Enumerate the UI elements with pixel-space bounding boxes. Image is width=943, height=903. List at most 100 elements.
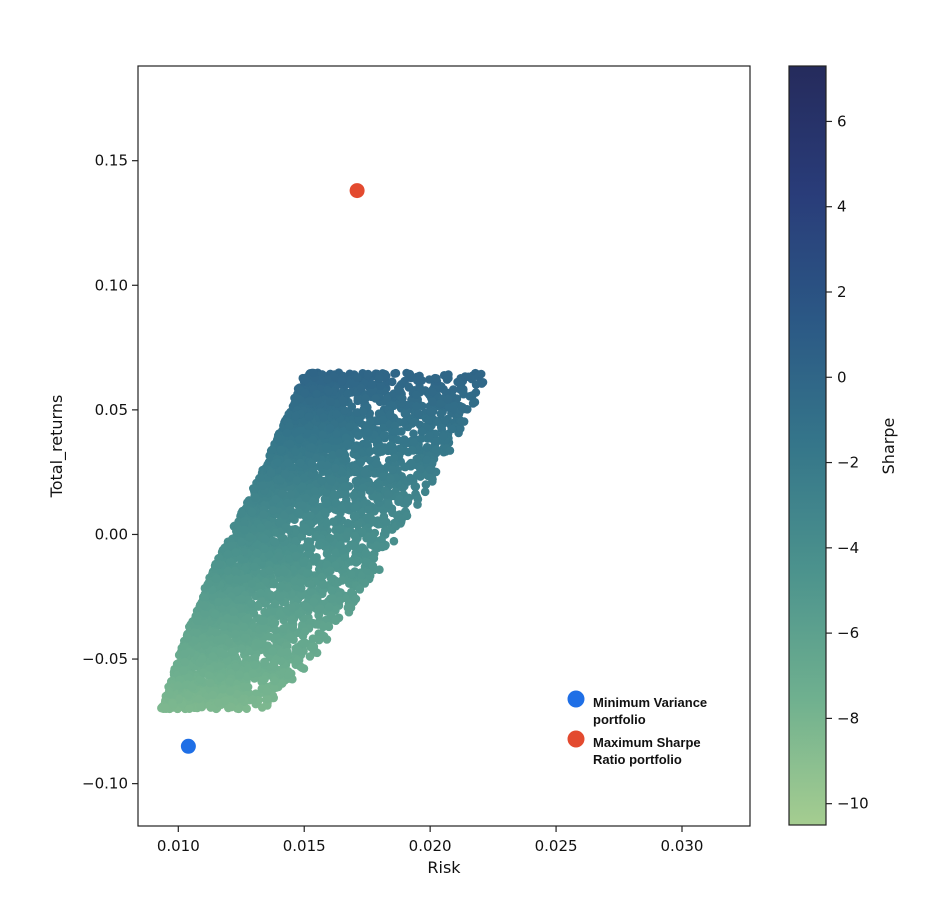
portfolio-point xyxy=(458,402,467,412)
portfolio-point xyxy=(326,476,336,486)
legend-label: Ratio portfolio xyxy=(593,752,682,767)
portfolio-point xyxy=(445,446,455,455)
portfolio-point xyxy=(332,409,341,419)
portfolio-point xyxy=(231,629,240,639)
portfolio-point xyxy=(258,481,267,490)
portfolio-point xyxy=(362,513,372,523)
portfolio-point xyxy=(378,542,387,552)
portfolio-point xyxy=(319,622,328,632)
portfolio-point xyxy=(301,542,311,551)
portfolio-point xyxy=(308,634,318,643)
portfolio-point xyxy=(431,445,441,455)
y-tick-label: 0.10 xyxy=(95,276,128,294)
y-tick-label: 0.00 xyxy=(95,525,128,543)
x-tick-label: 0.010 xyxy=(157,837,200,855)
portfolio-point xyxy=(196,701,205,711)
portfolio-point xyxy=(204,671,214,680)
portfolio-point xyxy=(284,409,294,419)
portfolio-point xyxy=(269,578,279,587)
portfolio-point xyxy=(271,494,281,504)
portfolio-point xyxy=(329,517,338,526)
colorbar-tick-label: 6 xyxy=(837,112,847,130)
portfolio-point xyxy=(194,694,204,704)
portfolio-point xyxy=(302,569,312,578)
max-sharpe-point xyxy=(349,183,365,199)
portfolio-point xyxy=(297,663,307,672)
portfolio-point xyxy=(351,594,361,604)
colorbar xyxy=(788,65,827,826)
portfolio-point xyxy=(343,518,353,528)
portfolio-point xyxy=(377,447,387,456)
portfolio-point xyxy=(476,369,486,379)
y-axis-label: Total_returns xyxy=(47,395,67,499)
portfolio-point xyxy=(282,428,292,438)
colorbar-label: Sharpe xyxy=(879,418,898,475)
portfolio-point xyxy=(214,597,223,607)
portfolio-point xyxy=(349,541,358,550)
legend-label: Minimum Variance xyxy=(593,695,707,710)
colorbar-tick-label: −4 xyxy=(837,539,859,557)
portfolio-point xyxy=(296,458,305,468)
portfolio-point xyxy=(306,587,315,596)
portfolio-point xyxy=(368,561,378,571)
portfolio-point xyxy=(200,593,209,602)
portfolio-point xyxy=(248,695,257,704)
portfolio-point xyxy=(378,415,388,425)
portfolio-point xyxy=(276,445,286,455)
y-tick-label: 0.15 xyxy=(95,152,128,170)
portfolio-point xyxy=(363,428,373,437)
colorbar-tick-label: 0 xyxy=(837,368,847,386)
x-tick-label: 0.025 xyxy=(535,837,578,855)
portfolio-point xyxy=(269,537,279,546)
portfolio-point xyxy=(332,429,341,439)
portfolio-point xyxy=(358,483,368,493)
portfolio-point xyxy=(322,549,332,559)
portfolio-point xyxy=(356,383,366,393)
portfolio-point xyxy=(353,396,363,406)
portfolio-point xyxy=(198,634,207,643)
portfolio-point xyxy=(350,503,360,513)
portfolio-point xyxy=(236,554,245,564)
portfolio-point xyxy=(326,397,335,406)
portfolio-point xyxy=(319,413,329,422)
portfolio-point xyxy=(409,437,418,447)
portfolio-point xyxy=(256,523,266,532)
portfolio-point xyxy=(248,669,257,678)
portfolio-point xyxy=(394,386,404,395)
portfolio-point xyxy=(211,609,220,619)
portfolio-point xyxy=(239,622,249,632)
portfolio-point xyxy=(366,417,375,427)
y-tick-label: −0.10 xyxy=(82,775,128,793)
portfolio-point xyxy=(283,458,293,468)
portfolio-point xyxy=(386,441,395,451)
portfolio-point xyxy=(306,579,316,589)
portfolio-point xyxy=(296,578,306,587)
portfolio-point xyxy=(331,498,341,508)
portfolio-point xyxy=(231,548,240,557)
portfolio-point xyxy=(347,570,356,579)
portfolio-point xyxy=(378,472,388,482)
portfolio-point xyxy=(192,628,202,638)
portfolio-point xyxy=(242,704,251,713)
portfolio-point xyxy=(223,549,233,559)
portfolio-point xyxy=(327,586,336,595)
portfolio-point xyxy=(331,616,341,625)
portfolio-point xyxy=(235,670,244,679)
portfolio-point xyxy=(308,497,318,506)
portfolio-point xyxy=(208,592,218,601)
portfolio-point xyxy=(225,575,234,584)
portfolio-point xyxy=(395,494,404,504)
portfolio-point xyxy=(195,675,205,684)
portfolio-point xyxy=(231,662,241,671)
portfolio-point xyxy=(407,445,417,455)
y-axis: 0.150.100.050.00−0.05−0.10 xyxy=(82,152,138,793)
portfolio-point xyxy=(356,458,366,467)
portfolio-point xyxy=(369,554,379,563)
portfolio-point xyxy=(221,597,231,607)
portfolio-point xyxy=(443,394,453,404)
portfolio-point xyxy=(271,631,281,641)
portfolio-point xyxy=(164,689,174,698)
portfolio-point xyxy=(459,389,468,399)
portfolio-point xyxy=(240,519,249,528)
